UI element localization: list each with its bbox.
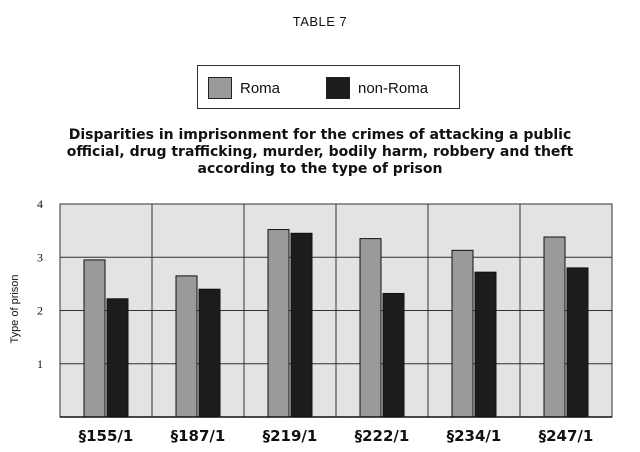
legend-item-roma: Roma: [208, 77, 280, 99]
y-tick-label: 3: [37, 250, 43, 264]
bar-non-roma: [106, 298, 129, 418]
chart-legend: Roma non-Roma: [197, 65, 460, 109]
y-tick-label: 2: [37, 304, 43, 318]
x-tick-label: §219/1: [263, 427, 318, 445]
bar-non-roma: [290, 232, 313, 418]
bar-roma: [359, 238, 382, 418]
bar-roma: [83, 259, 106, 418]
y-tick-label: 4: [37, 197, 43, 211]
legend-label-non-roma: non-Roma: [358, 79, 429, 97]
x-tick-label: §247/1: [539, 427, 594, 445]
x-tick-label: §222/1: [355, 427, 410, 445]
legend-swatch-roma: [208, 77, 232, 99]
bar-roma: [267, 229, 290, 418]
legend-item-non-roma: non-Roma: [326, 77, 428, 99]
x-tick-label: §187/1: [171, 427, 226, 445]
chart-title-line-2: official, drug trafficking, murder, bodi…: [66, 144, 574, 160]
bar-non-roma: [566, 267, 589, 418]
bar-roma: [175, 275, 198, 418]
legend-label-roma: Roma: [240, 79, 281, 97]
bar-non-roma: [474, 271, 497, 418]
legend-swatch-non-roma: [326, 77, 350, 99]
chart-title: Disparities in imprisonment for the crim…: [40, 127, 600, 178]
chart-title-line-1: Disparities in imprisonment for the crim…: [68, 127, 572, 143]
x-tick-label: §155/1: [79, 427, 134, 445]
bar-non-roma: [382, 292, 405, 418]
table-label: TABLE 7: [292, 14, 348, 29]
chart-title-line-3: according to the type of prison: [197, 161, 443, 177]
bar-roma: [451, 249, 474, 418]
x-tick-label: §234/1: [447, 427, 502, 445]
y-tick-label: 1: [37, 357, 43, 371]
bar-roma: [543, 236, 566, 418]
bar-non-roma: [198, 288, 221, 418]
